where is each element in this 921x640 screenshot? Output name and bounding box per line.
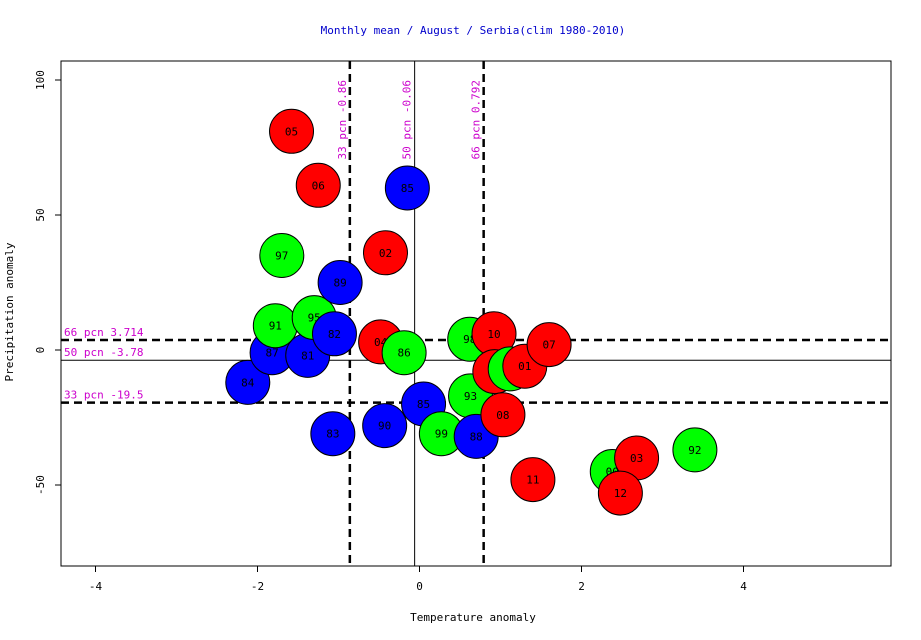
point-label-20: 88 (470, 430, 483, 443)
point-marker-4 (269, 108, 315, 154)
precipitation-percentile-label-1: 50 pcn -3.78 (64, 346, 143, 359)
point-marker-7 (295, 162, 341, 208)
temperature-percentile-label-0: 33 pcn -0.86 (336, 80, 349, 159)
point-marker-10 (317, 260, 363, 305)
point-label-15: 85 (401, 182, 414, 195)
point-label-13: 90 (378, 420, 391, 433)
point-label-27: 11 (526, 474, 539, 487)
point-label-9: 83 (326, 428, 339, 441)
point-marker-8 (311, 311, 357, 357)
point-label-16: 85 (417, 398, 430, 411)
point-label-11: 02 (379, 247, 392, 260)
point-label-17: 99 (435, 428, 448, 441)
y-tick-label-0: -50 (34, 475, 47, 495)
point-label-3: 97 (275, 250, 288, 263)
point-marker-14 (381, 330, 427, 376)
x-axis-label: Temperature anomaly (410, 611, 536, 624)
point-marker-26 (526, 322, 572, 368)
x-tick-label-2: 0 (416, 580, 423, 593)
point-marker-11 (362, 230, 408, 276)
point-marker-13 (362, 403, 408, 449)
x-tick-label-4: 4 (740, 580, 747, 593)
point-label-24: 08 (496, 409, 509, 422)
point-label-5: 81 (301, 349, 314, 362)
precipitation-percentile-label-2: 33 pcn -19.5 (64, 389, 143, 402)
x-axis: -4 -2 0 2 4 (89, 566, 747, 593)
point-marker-0 (225, 359, 271, 405)
point-label-25: 01 (518, 360, 531, 373)
point-label-7: 06 (312, 179, 325, 192)
point-label-19: 93 (464, 390, 477, 403)
y-axis: -50 0 50 100 (34, 70, 61, 495)
point-label-21: 10 (487, 328, 500, 341)
point-marker-9 (310, 411, 356, 457)
point-marker-3 (259, 233, 305, 278)
point-marker-30 (597, 470, 643, 516)
y-tick-label-3: 100 (34, 70, 47, 90)
y-tick-label-2: 50 (34, 208, 47, 221)
point-label-0: 84 (241, 376, 255, 389)
point-label-30: 12 (614, 487, 627, 500)
point-label-26: 07 (542, 339, 555, 352)
point-label-2: 91 (269, 320, 282, 333)
temperature-percentile-label-1: 50 pcn -0.06 (401, 80, 414, 159)
data-points: 8487919705819506828389020490868585999893… (225, 108, 718, 516)
point-label-4: 05 (285, 125, 298, 138)
x-tick-label-3: 2 (578, 580, 585, 593)
x-tick-label-1: -2 (251, 580, 264, 593)
temperature-percentile-label-2: 66 pcn 0.792 (470, 80, 483, 159)
percentile-labels: 33 pcn -0.86 50 pcn -0.06 66 pcn 0.792 66 p… (64, 80, 483, 402)
y-axis-label: Precipitation anomaly (3, 242, 16, 381)
point-label-29: 03 (630, 452, 643, 465)
point-label-14: 86 (397, 347, 410, 360)
point-marker-27 (510, 457, 556, 503)
plot-frame (60, 60, 892, 567)
point-marker-31 (672, 427, 718, 473)
precipitation-percentile-label-0: 66 pcn 3.714 (64, 326, 144, 339)
point-label-31: 92 (688, 444, 701, 457)
point-label-10: 89 (333, 277, 346, 290)
chart-title: Monthly mean / August / Serbia(clim 1980… (321, 24, 626, 37)
point-label-1: 87 (265, 347, 278, 360)
point-marker-24 (480, 392, 526, 438)
point-label-8: 82 (328, 328, 341, 341)
point-marker-15 (384, 165, 430, 211)
x-tick-label-0: -4 (89, 580, 103, 593)
y-tick-label-1: 0 (34, 347, 47, 354)
